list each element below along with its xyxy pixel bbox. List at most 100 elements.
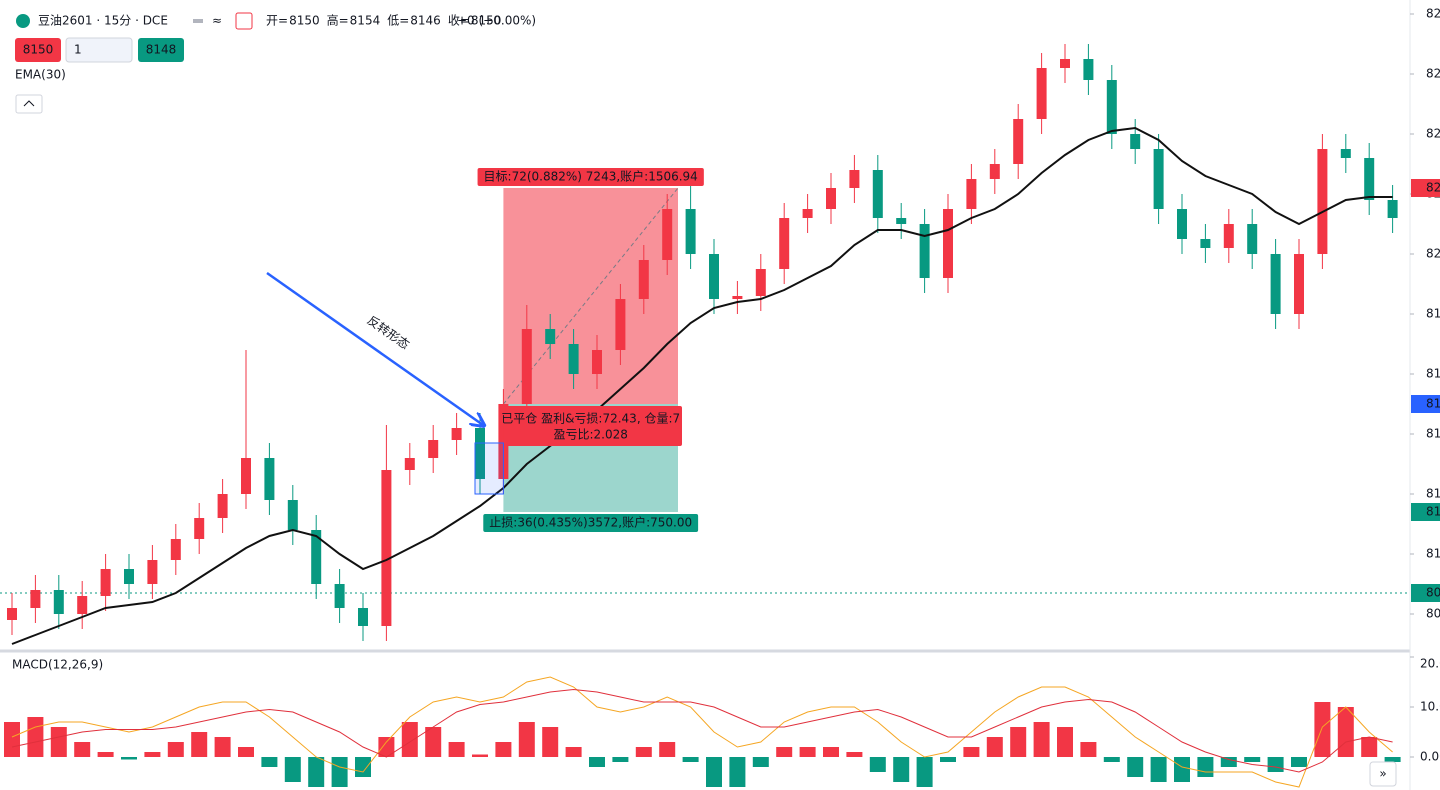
macd-bar [121, 757, 137, 760]
candle-body [451, 428, 462, 440]
target-label-box [477, 168, 704, 186]
toolbar-icon[interactable]: ≈ [212, 14, 222, 28]
macd-bar [1057, 727, 1073, 757]
candle-body [802, 209, 813, 218]
macd-bar [1220, 757, 1237, 767]
candle-body [685, 209, 696, 254]
ohlc-label: 开= [266, 14, 288, 28]
sell-button[interactable] [15, 38, 61, 62]
collapse-icon [23, 100, 35, 107]
macd-bar [729, 757, 746, 787]
price-marker [1411, 179, 1440, 197]
change: +0 (+0.00%) [457, 14, 536, 28]
candle-body [826, 188, 836, 209]
candle-body [638, 260, 649, 299]
macd-bar [331, 757, 348, 787]
macd-bar [659, 742, 676, 757]
macd-bar [565, 747, 582, 757]
y-tick-label: 8160 [1426, 367, 1440, 381]
ohlc-label: 收= [448, 14, 470, 28]
symbol: 豆油2601 · 15分 · DCE [38, 14, 168, 28]
candle-body [194, 518, 205, 539]
macd-bar [74, 742, 91, 757]
candle-body [1177, 209, 1187, 239]
scroll-icon[interactable]: » [1379, 767, 1386, 781]
closed-box [503, 406, 682, 446]
line [11, 688, 1393, 773]
candle-body [1247, 224, 1258, 254]
macd-bar [1337, 707, 1354, 757]
annotation-arrow [266, 271, 483, 425]
macd-bar [425, 727, 442, 757]
toolbar-icon[interactable] [193, 19, 203, 23]
candle-body [1153, 149, 1164, 209]
macd-bar [401, 722, 418, 757]
line [11, 126, 1393, 645]
macd-bar [1033, 722, 1050, 757]
macd-bar [1314, 702, 1331, 757]
candle-body [521, 329, 532, 404]
candle-body [709, 254, 719, 299]
macd-bar [776, 747, 793, 757]
y-tick-label: 8120 [1426, 487, 1440, 501]
macd-bar [167, 742, 184, 757]
price-marker-label: 8087 [1426, 586, 1440, 600]
macd-bar [1103, 757, 1120, 762]
candle-body [849, 170, 860, 188]
macd-bar [1267, 757, 1284, 772]
macd-bar [472, 754, 488, 757]
macd-bar [963, 747, 980, 757]
ohlc: 开= 8150 高= 8154 低= 8146 收= 8150 [266, 13, 501, 28]
buy-price[interactable]: 8148 [146, 43, 177, 57]
trade-path [503, 187, 679, 405]
sell-price[interactable]: 8150 [23, 43, 54, 57]
macd-bar [4, 722, 20, 757]
qty[interactable]: 1 [74, 43, 82, 57]
macd-bar [542, 727, 559, 757]
candle-body [170, 539, 181, 560]
macd-bar [752, 757, 769, 767]
candle-body [1106, 80, 1117, 134]
price-marker-label: 8114 [1426, 505, 1440, 519]
buy-button[interactable] [138, 38, 184, 62]
candle-body [755, 269, 766, 296]
macd-bar [144, 752, 161, 757]
candle-body [662, 209, 673, 260]
y-tick-label: 20.00 [1420, 657, 1440, 671]
macd-bar [50, 727, 67, 757]
candle-body [404, 458, 415, 470]
candle-body [7, 608, 17, 620]
scroll-button[interactable] [1369, 761, 1397, 787]
price-marker [1411, 503, 1440, 521]
candle-body [428, 440, 439, 458]
macd-bar [706, 757, 722, 787]
closed-label: 已平仓 盈利&亏损:72.43, 仓量:7 [501, 412, 680, 426]
macd-bar [589, 757, 605, 767]
macd-title: MACD(12,26,9) [12, 658, 103, 672]
macd-bar [378, 737, 395, 757]
candle-body [615, 299, 626, 350]
price-marker [1411, 395, 1440, 413]
candle-body [989, 164, 1000, 179]
macd-bar [823, 747, 839, 757]
candle-body [592, 350, 602, 374]
y-tick-label: 8100 [1426, 547, 1440, 561]
candle-body [919, 224, 930, 278]
collapse-button[interactable] [15, 94, 43, 114]
ohlc-value: 8146 [410, 14, 441, 28]
stop-label-box [483, 514, 699, 532]
candle-body [1223, 224, 1234, 248]
candle-body [1060, 59, 1070, 68]
candle-body [30, 590, 41, 608]
macd-bar [448, 742, 465, 757]
candle-body [1013, 119, 1024, 164]
candle-body [124, 569, 134, 584]
candle-body [217, 494, 228, 518]
candle-body [287, 500, 298, 530]
symbol-icon [16, 14, 30, 28]
macd-bar [1384, 757, 1401, 762]
toolbar-icon[interactable] [235, 12, 253, 30]
candle-body [1340, 149, 1351, 158]
qty-input[interactable] [65, 37, 133, 63]
